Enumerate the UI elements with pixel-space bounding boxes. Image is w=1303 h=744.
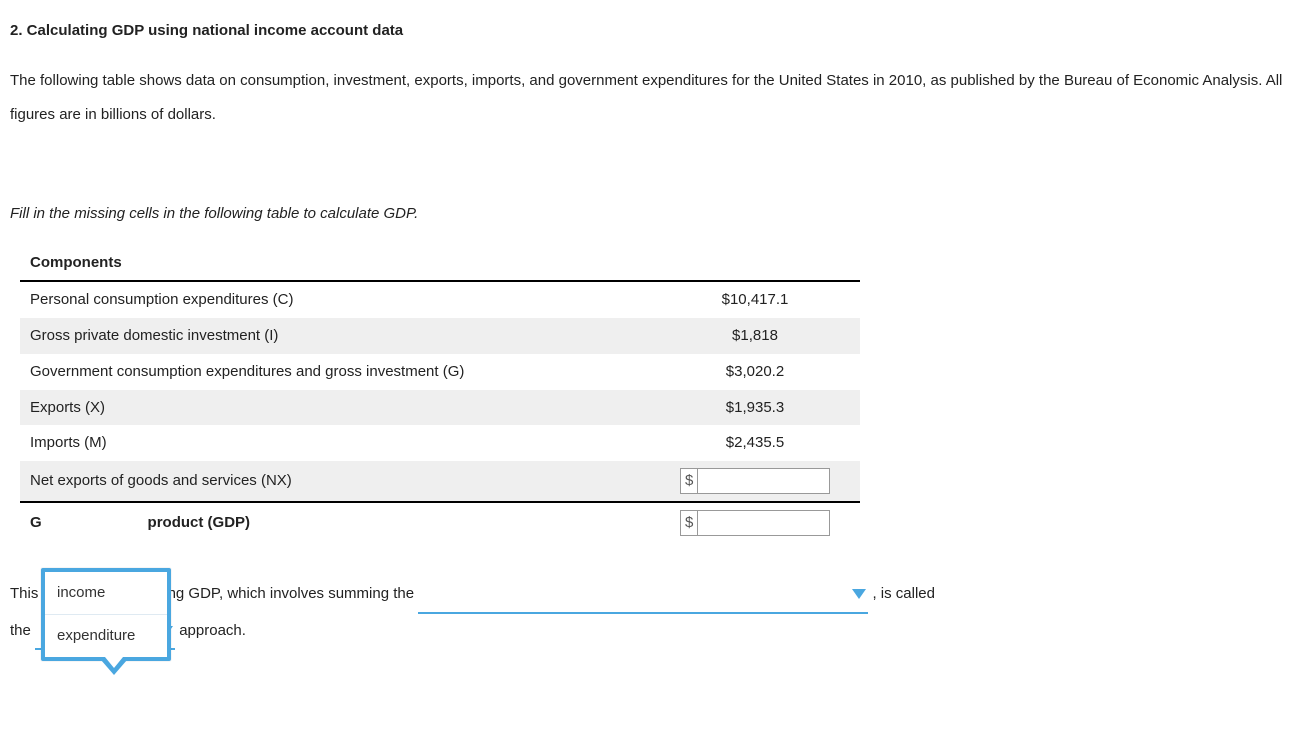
gdp-input-wrap: $: [680, 510, 830, 536]
gdp-input[interactable]: [698, 511, 829, 535]
table-row-gdp: Gross domestic product (GDP) $: [20, 502, 860, 543]
row-label: Imports (M): [20, 425, 650, 461]
table-row-nx: Net exports of goods and services (NX) $: [20, 461, 860, 502]
sentence-frag: culating GDP, which involves summing the: [133, 585, 419, 602]
table-header-components: Components: [20, 245, 650, 282]
sentence-frag: This: [10, 585, 38, 602]
row-label: Exports (X): [20, 390, 650, 426]
chevron-down-icon: [852, 589, 866, 599]
row-value-input-cell: $: [650, 461, 860, 502]
table-header-blank: [650, 245, 860, 282]
row-value-input-cell: $: [650, 502, 860, 543]
table-row: Gross private domestic investment (I) $1…: [20, 318, 860, 354]
sentence-frag: , is called: [872, 585, 935, 602]
dropdown-popup: income expenditure: [41, 568, 171, 661]
row-value: $3,020.2: [650, 354, 860, 390]
dropdown-option-expenditure[interactable]: expenditure: [45, 614, 167, 657]
row-label: Gross domestic product (GDP): [20, 502, 650, 543]
dropdown-option-income[interactable]: income: [45, 572, 167, 614]
question-heading: 2. Calculating GDP using national income…: [10, 20, 1293, 42]
row-value: $10,417.1: [650, 281, 860, 318]
intro-text: The following table shows data on consum…: [10, 64, 1293, 133]
row-value: $1,935.3: [650, 390, 860, 426]
fill-sentence: This method of calculating GDP, which in…: [10, 577, 1293, 650]
row-label: Gross private domestic investment (I): [20, 318, 650, 354]
sentence-frag: approach.: [179, 622, 246, 639]
table-row: Personal consumption expenditures (C) $1…: [20, 281, 860, 318]
blank-dropdown-sum[interactable]: [418, 577, 868, 614]
sentence-frag: the: [10, 622, 35, 639]
nx-input-wrap: $: [680, 468, 830, 494]
nx-input[interactable]: [698, 469, 829, 493]
row-value: $1,818: [650, 318, 860, 354]
gdp-label-post: product (GDP): [143, 514, 250, 531]
row-label: Government consumption expenditures and …: [20, 354, 650, 390]
row-value: $2,435.5: [650, 425, 860, 461]
instruction-text: Fill in the missing cells in the followi…: [10, 203, 1293, 225]
table-row: Government consumption expenditures and …: [20, 354, 860, 390]
gdp-table: Components Personal consumption expendit…: [20, 245, 860, 544]
currency-label: $: [681, 511, 698, 535]
row-label: Net exports of goods and services (NX): [20, 461, 650, 502]
table-row: Imports (M) $2,435.5: [20, 425, 860, 461]
gdp-label-pre: G: [30, 514, 42, 531]
currency-label: $: [681, 469, 698, 493]
table-row: Exports (X) $1,935.3: [20, 390, 860, 426]
row-label: Personal consumption expenditures (C): [20, 281, 650, 318]
